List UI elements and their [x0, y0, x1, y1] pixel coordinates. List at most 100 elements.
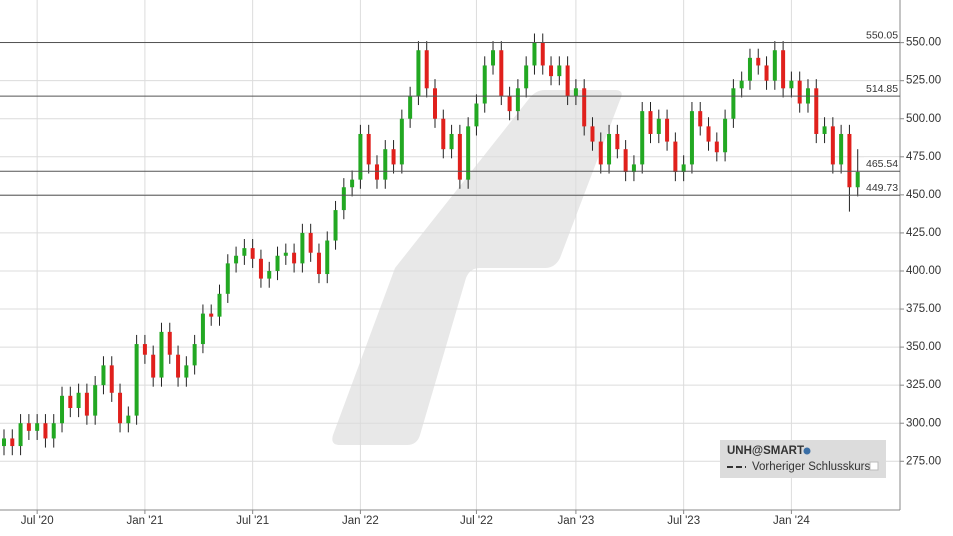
candle-body — [43, 423, 48, 439]
candle-body — [68, 395, 73, 408]
candle-body — [623, 149, 628, 173]
candle-body — [855, 172, 860, 188]
candle-body — [416, 50, 421, 96]
candle-body — [350, 179, 355, 188]
x-tick-label: Jan '22 — [342, 515, 379, 527]
candle-body — [258, 258, 263, 279]
y-tick-label: 275.00 — [906, 455, 941, 467]
candle-body — [118, 392, 123, 424]
y-tick-label: 450.00 — [906, 189, 941, 201]
candle-body — [772, 50, 777, 81]
candle-body — [242, 248, 247, 256]
watermark — [332, 90, 622, 445]
candle-body — [192, 344, 197, 366]
candle-body — [565, 65, 570, 96]
candle-body — [756, 57, 761, 66]
candle-body — [383, 149, 388, 180]
candle-body — [491, 50, 496, 66]
candle-body — [341, 187, 346, 211]
level-label: 449.73 — [866, 182, 898, 194]
legend-title: UNH@SMART — [727, 445, 804, 457]
candle-body — [408, 95, 413, 119]
candle-body — [532, 42, 537, 66]
candle-body — [366, 133, 371, 165]
candle-body — [225, 263, 230, 294]
candle-body — [60, 395, 65, 424]
candle-body — [283, 252, 288, 256]
level-label: 514.85 — [866, 83, 898, 95]
candle-body — [399, 118, 404, 165]
candle-body — [573, 88, 578, 96]
candle-body — [640, 111, 645, 165]
candle-body — [839, 133, 844, 165]
candle-body — [797, 80, 802, 104]
candle-body — [234, 255, 239, 264]
candle-body — [101, 365, 106, 386]
level-label-bg — [864, 82, 899, 95]
legend-entry: Vorheriger Schlusskurs — [752, 461, 870, 473]
level-label: 465.54 — [866, 158, 898, 170]
candle-body — [126, 415, 131, 424]
candle-body — [441, 118, 446, 150]
y-tick-label: 425.00 — [906, 227, 941, 239]
candle-body — [847, 133, 852, 188]
x-tick-label: Jul '22 — [460, 515, 493, 527]
candle-body — [540, 42, 545, 66]
level-label-bg — [864, 157, 899, 170]
candle-body — [499, 50, 504, 96]
candle-body — [648, 111, 653, 134]
candle-body — [764, 65, 769, 81]
candle-body — [515, 88, 520, 112]
candle-body — [665, 118, 670, 142]
legend-checkbox[interactable] — [869, 461, 879, 471]
candle-body — [308, 232, 313, 253]
candle-body — [300, 232, 305, 264]
candle-body — [10, 438, 15, 447]
candle-body — [474, 103, 479, 127]
x-tick-label: Jan '23 — [558, 515, 595, 527]
candle-body — [292, 252, 297, 264]
candle-body — [209, 313, 214, 317]
y-tick-label: 400.00 — [906, 265, 941, 277]
candle-body — [93, 385, 98, 416]
candle-body — [507, 95, 512, 112]
candle-body — [176, 354, 181, 378]
candle-body — [524, 65, 529, 89]
candle-body — [656, 118, 661, 134]
candle-body — [673, 141, 678, 173]
candle-body — [822, 126, 827, 134]
candle-body — [325, 240, 330, 275]
candle-body — [615, 133, 620, 150]
x-tick-label: Jan '24 — [773, 515, 810, 527]
candle-body — [159, 331, 164, 378]
candle-body — [109, 365, 114, 393]
candle-body — [275, 255, 280, 271]
candle-body — [739, 80, 744, 89]
candle-body — [76, 392, 81, 408]
candle-body — [549, 65, 554, 77]
candle-body — [333, 210, 338, 241]
candle-body — [200, 313, 205, 345]
candle-body — [482, 65, 487, 104]
candle-body — [681, 164, 686, 173]
candle-body — [134, 344, 139, 416]
candle-body — [424, 50, 429, 89]
x-tick-label: Jul '23 — [667, 515, 700, 527]
candle-body — [142, 344, 147, 355]
y-tick-label: 350.00 — [906, 341, 941, 353]
legend-icon — [803, 447, 811, 455]
legend: UNH@SMART Vorheriger Schlusskurs — [720, 440, 886, 478]
candle-body — [814, 88, 819, 134]
candle-body — [26, 423, 31, 431]
candle-body — [84, 392, 89, 416]
y-tick-label: 375.00 — [906, 303, 941, 315]
candle-body — [250, 248, 255, 259]
candle-body — [607, 133, 612, 165]
candle-body — [217, 293, 222, 317]
candle-body — [631, 164, 636, 173]
candle-body — [557, 65, 562, 77]
y-tick-label: 525.00 — [906, 75, 941, 87]
candle-body — [781, 50, 786, 89]
candle-body — [689, 111, 694, 165]
y-tick-label: 325.00 — [906, 379, 941, 391]
